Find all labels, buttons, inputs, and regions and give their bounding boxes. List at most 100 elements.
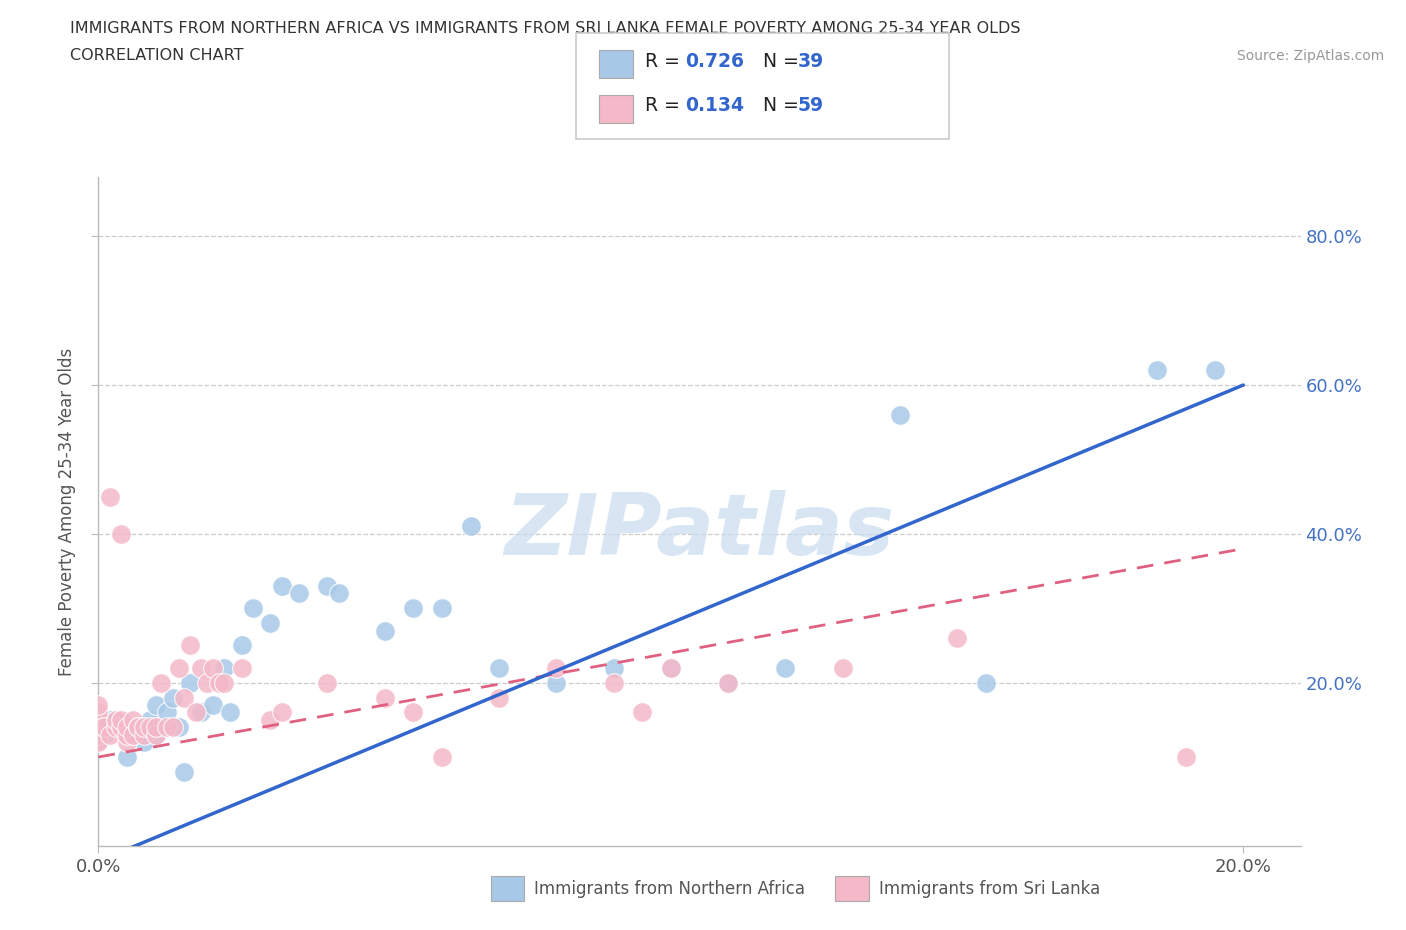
Point bbox=[1175, 750, 1198, 764]
Point bbox=[214, 675, 236, 690]
Point bbox=[104, 712, 127, 727]
Point bbox=[775, 660, 797, 675]
Point bbox=[328, 586, 350, 601]
Point bbox=[87, 712, 110, 727]
Text: Immigrants from Northern Africa: Immigrants from Northern Africa bbox=[534, 880, 806, 898]
Point bbox=[270, 578, 292, 593]
Point bbox=[219, 705, 242, 720]
Text: ZIPatlas: ZIPatlas bbox=[505, 490, 894, 573]
Text: N =: N = bbox=[751, 52, 804, 71]
Point bbox=[87, 735, 110, 750]
Point bbox=[87, 705, 110, 720]
Point bbox=[156, 720, 179, 735]
Point bbox=[316, 675, 339, 690]
Point bbox=[104, 720, 127, 735]
Point bbox=[717, 675, 740, 690]
Point bbox=[87, 720, 110, 735]
Point bbox=[288, 586, 311, 601]
Point bbox=[430, 601, 453, 616]
Point bbox=[201, 660, 224, 675]
Point bbox=[889, 407, 911, 422]
Point bbox=[115, 735, 138, 750]
Point bbox=[139, 712, 162, 727]
Point bbox=[214, 660, 236, 675]
Point bbox=[128, 720, 150, 735]
Point bbox=[139, 720, 162, 735]
Point bbox=[374, 623, 396, 638]
Point bbox=[184, 705, 207, 720]
Point bbox=[98, 489, 121, 504]
Point bbox=[602, 675, 624, 690]
Point bbox=[402, 601, 425, 616]
Point bbox=[93, 720, 115, 735]
Point bbox=[150, 720, 173, 735]
Point bbox=[208, 675, 231, 690]
Point bbox=[87, 735, 110, 750]
Point bbox=[201, 698, 224, 712]
Text: Source: ZipAtlas.com: Source: ZipAtlas.com bbox=[1237, 49, 1385, 63]
Point bbox=[717, 675, 740, 690]
Point bbox=[145, 698, 167, 712]
Point bbox=[162, 690, 184, 705]
Point bbox=[110, 712, 132, 727]
Point bbox=[488, 660, 510, 675]
Point bbox=[98, 727, 121, 742]
Point bbox=[87, 698, 110, 712]
Text: 0.726: 0.726 bbox=[685, 52, 744, 71]
Point bbox=[402, 705, 425, 720]
Point bbox=[121, 727, 143, 742]
Point bbox=[659, 660, 682, 675]
Point bbox=[87, 720, 110, 735]
Point bbox=[460, 519, 482, 534]
Point bbox=[134, 727, 156, 742]
Point bbox=[110, 526, 132, 541]
Point bbox=[270, 705, 292, 720]
Point bbox=[145, 720, 167, 735]
Text: IMMIGRANTS FROM NORTHERN AFRICA VS IMMIGRANTS FROM SRI LANKA FEMALE POVERTY AMON: IMMIGRANTS FROM NORTHERN AFRICA VS IMMIG… bbox=[70, 20, 1021, 35]
Point bbox=[167, 720, 190, 735]
Point bbox=[173, 764, 195, 779]
Point bbox=[145, 727, 167, 742]
Point bbox=[128, 720, 150, 735]
Point bbox=[134, 735, 156, 750]
Text: CORRELATION CHART: CORRELATION CHART bbox=[70, 48, 243, 63]
Text: R =: R = bbox=[645, 52, 686, 71]
Point bbox=[602, 660, 624, 675]
Point bbox=[374, 690, 396, 705]
Point bbox=[115, 727, 138, 742]
Point bbox=[316, 578, 339, 593]
Text: 0.134: 0.134 bbox=[685, 97, 744, 115]
Point bbox=[546, 675, 568, 690]
Point bbox=[145, 727, 167, 742]
Point bbox=[115, 750, 138, 764]
Point bbox=[115, 720, 138, 735]
Point bbox=[259, 712, 281, 727]
Point bbox=[150, 675, 173, 690]
Point bbox=[631, 705, 654, 720]
Point bbox=[93, 727, 115, 742]
Point bbox=[546, 660, 568, 675]
Text: 59: 59 bbox=[797, 97, 824, 115]
Point bbox=[974, 675, 997, 690]
Point bbox=[1204, 363, 1226, 378]
Point bbox=[162, 720, 184, 735]
Point bbox=[190, 660, 212, 675]
Point bbox=[195, 675, 218, 690]
Point bbox=[659, 660, 682, 675]
Point bbox=[87, 727, 110, 742]
Point bbox=[93, 720, 115, 735]
Point bbox=[231, 660, 253, 675]
Point bbox=[190, 705, 212, 720]
Point bbox=[488, 690, 510, 705]
Point bbox=[110, 720, 132, 735]
Point bbox=[1146, 363, 1168, 378]
Point bbox=[167, 660, 190, 675]
Point bbox=[156, 705, 179, 720]
Point bbox=[87, 727, 110, 742]
Point bbox=[430, 750, 453, 764]
Point bbox=[98, 712, 121, 727]
Point bbox=[173, 690, 195, 705]
Text: Immigrants from Sri Lanka: Immigrants from Sri Lanka bbox=[879, 880, 1099, 898]
Point bbox=[831, 660, 853, 675]
Point bbox=[946, 631, 969, 645]
